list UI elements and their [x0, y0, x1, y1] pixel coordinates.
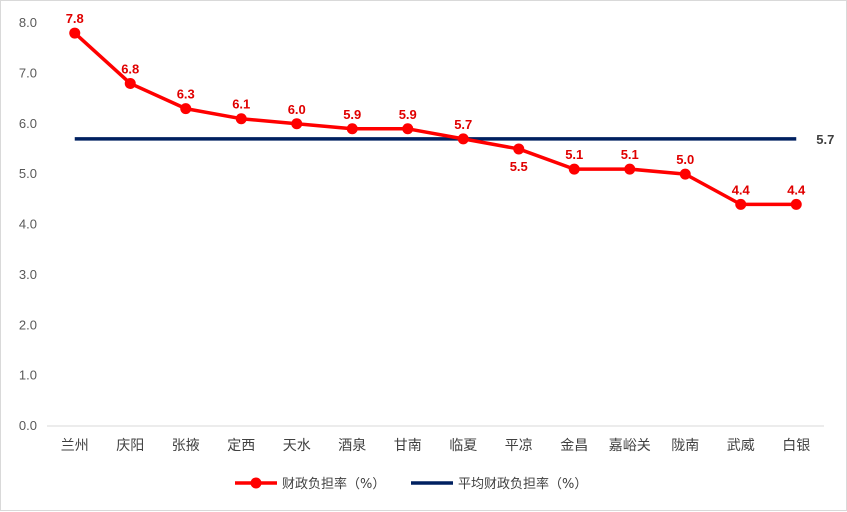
- y-tick-label: 0.0: [19, 418, 37, 433]
- data-label: 4.4: [732, 182, 751, 197]
- data-label: 6.3: [177, 87, 195, 102]
- y-tick-label: 3.0: [19, 267, 37, 282]
- y-axis: 0.0 1.0 2.0 3.0 4.0 5.0 6.0 7.0 8.0: [19, 15, 37, 433]
- legend-label-main: 财政负担率（%）: [282, 476, 385, 492]
- data-point: [346, 123, 358, 135]
- data-point: [235, 113, 247, 125]
- y-tick-label: 6.0: [19, 116, 37, 131]
- legend-marker-main: [250, 477, 262, 489]
- x-tick-label: 天水: [283, 438, 311, 454]
- x-tick-label: 武威: [727, 438, 755, 454]
- data-point: [790, 198, 802, 210]
- data-label: 6.1: [232, 97, 250, 112]
- legend: 财政负担率（%） 平均财政负担率（%）: [235, 476, 587, 492]
- data-point: [568, 163, 580, 175]
- legend-label-average: 平均财政负担率（%）: [458, 476, 587, 492]
- data-label: 5.5: [510, 159, 528, 174]
- x-tick-label: 酒泉: [338, 437, 366, 454]
- data-label: 5.0: [676, 152, 694, 167]
- data-point: [69, 27, 81, 39]
- x-tick-label: 庆阳: [116, 438, 144, 454]
- y-tick-label: 7.0: [19, 65, 37, 80]
- y-tick-label: 8.0: [19, 15, 37, 30]
- x-tick-label: 嘉峪关: [609, 438, 651, 454]
- data-label: 6.0: [288, 102, 306, 117]
- average-end-label: 5.7: [816, 132, 834, 147]
- data-point: [180, 103, 192, 115]
- data-label: 4.4: [787, 182, 806, 197]
- data-point: [624, 163, 636, 175]
- x-tick-label: 金昌: [560, 438, 588, 454]
- data-label: 6.8: [121, 61, 139, 76]
- x-tick-label: 甘南: [394, 438, 422, 454]
- data-label: 5.7: [454, 117, 472, 132]
- x-tick-label: 白银: [782, 438, 810, 454]
- x-tick-label: 陇南: [671, 438, 699, 454]
- y-tick-label: 4.0: [19, 217, 37, 232]
- y-tick-label: 1.0: [19, 368, 37, 383]
- data-point: [679, 168, 691, 180]
- data-label: 5.9: [399, 107, 417, 122]
- data-label: 5.1: [621, 147, 639, 162]
- data-point: [735, 198, 747, 210]
- x-tick-label: 平凉: [505, 438, 533, 454]
- x-tick-label: 临夏: [449, 438, 477, 454]
- data-point: [402, 123, 414, 135]
- average-series: 5.7: [74, 132, 834, 147]
- series-line: [73, 31, 797, 207]
- data-point: [124, 77, 136, 89]
- data-point: [291, 118, 303, 130]
- data-point: [457, 133, 469, 145]
- x-tick-label: 张掖: [172, 438, 200, 454]
- data-label: 7.8: [66, 11, 84, 26]
- y-tick-label: 5.0: [19, 166, 37, 181]
- x-tick-label: 定西: [227, 438, 255, 454]
- x-tick-label: 兰州: [61, 438, 89, 454]
- data-label: 5.9: [343, 107, 361, 122]
- data-point: [513, 143, 525, 155]
- main-series: 7.8 6.8 6.3 6.1 6.0 5.9 5.9 5.7 5.5 5.1 5.1 5.0 4.4 4…: [66, 11, 806, 210]
- x-axis: 兰州 庆阳 张掖 定西 天水 酒泉 甘南 临夏 平凉 金昌 嘉峪关 陇南 武威 白银: [47, 425, 824, 454]
- y-tick-label: 2.0: [19, 317, 37, 332]
- data-label: 5.1: [565, 147, 583, 162]
